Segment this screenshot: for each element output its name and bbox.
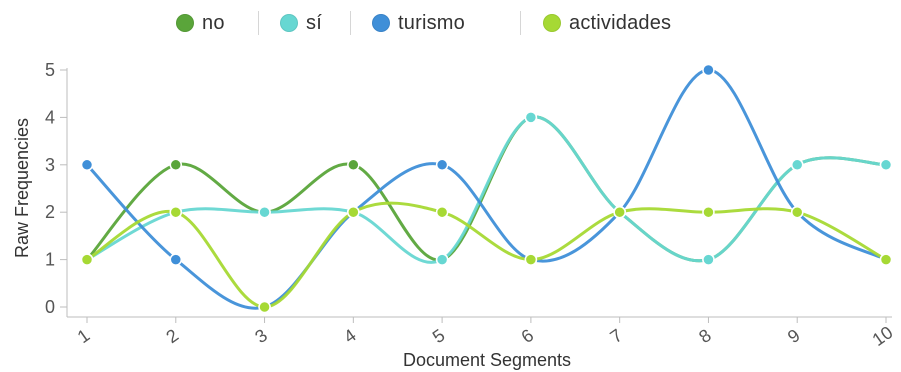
y-tick-label: 3 [45,155,55,175]
data-point-no [169,158,183,172]
data-point-si [435,253,449,266]
data-point-si [258,205,271,219]
x-tick-label: 9 [784,325,804,347]
x-tick-label: 1 [74,325,94,347]
data-point-si [702,253,715,266]
data-point-si [524,111,538,124]
legend-swatch-actividades [543,14,561,32]
legend-label-no: no [202,11,225,34]
x-tick-label: 10 [869,322,897,350]
data-point-actividades [435,205,449,219]
data-point-turismo [80,158,94,172]
legend-separator [258,11,259,35]
x-tick-label: 5 [429,325,449,347]
data-point-actividades [790,205,804,219]
series-lines [85,68,888,310]
x-tick-label: 6 [518,325,538,347]
legend: no sí turismo actividades [0,8,901,38]
data-point-actividades [258,300,271,314]
legend-item-actividades[interactable]: actividades [543,8,671,38]
legend-separator [520,11,521,35]
data-point-actividades [524,253,538,266]
data-point-actividades [613,205,626,219]
data-point-no [347,158,360,172]
data-point-actividades [879,253,893,266]
data-point-actividades [80,253,94,266]
data-point-turismo [435,158,449,172]
data-point-actividades [347,205,360,219]
legend-swatch-no [176,14,194,32]
x-tick-label: 4 [340,325,360,347]
data-point-si [879,158,893,172]
legend-swatch-turismo [372,14,390,32]
x-axis-title: Document Segments [403,350,571,370]
legend-item-no[interactable]: no [176,8,225,38]
data-point-turismo [702,63,715,77]
data-point-turismo [169,253,183,266]
data-point-si [790,158,804,172]
y-tick-label: 2 [45,202,55,222]
y-tick-label: 0 [45,297,55,317]
x-tick-label: 7 [606,325,626,347]
axis-labels: Document Segments Raw Frequencies [12,118,571,370]
legend-item-turismo[interactable]: turismo [372,8,465,38]
series-points [80,63,893,314]
x-tick-label: 8 [695,325,715,347]
y-axis-title: Raw Frequencies [12,118,32,258]
x-tick-label: 3 [251,325,271,347]
legend-label-turismo: turismo [398,11,465,34]
legend-item-si[interactable]: sí [280,8,322,38]
series-line-si [85,115,888,264]
x-tick-label: 2 [162,325,182,347]
series-line-turismo [85,68,888,310]
legend-separator [350,11,351,35]
data-point-actividades [702,205,715,219]
series-line-actividades [85,201,888,309]
legend-label-si: sí [306,11,322,34]
y-tick-label: 5 [45,60,55,80]
y-tick-label: 1 [45,250,55,270]
legend-label-actividades: actividades [569,11,672,34]
data-point-actividades [169,205,183,219]
y-tick-label: 4 [45,107,55,127]
legend-swatch-si [280,14,298,32]
